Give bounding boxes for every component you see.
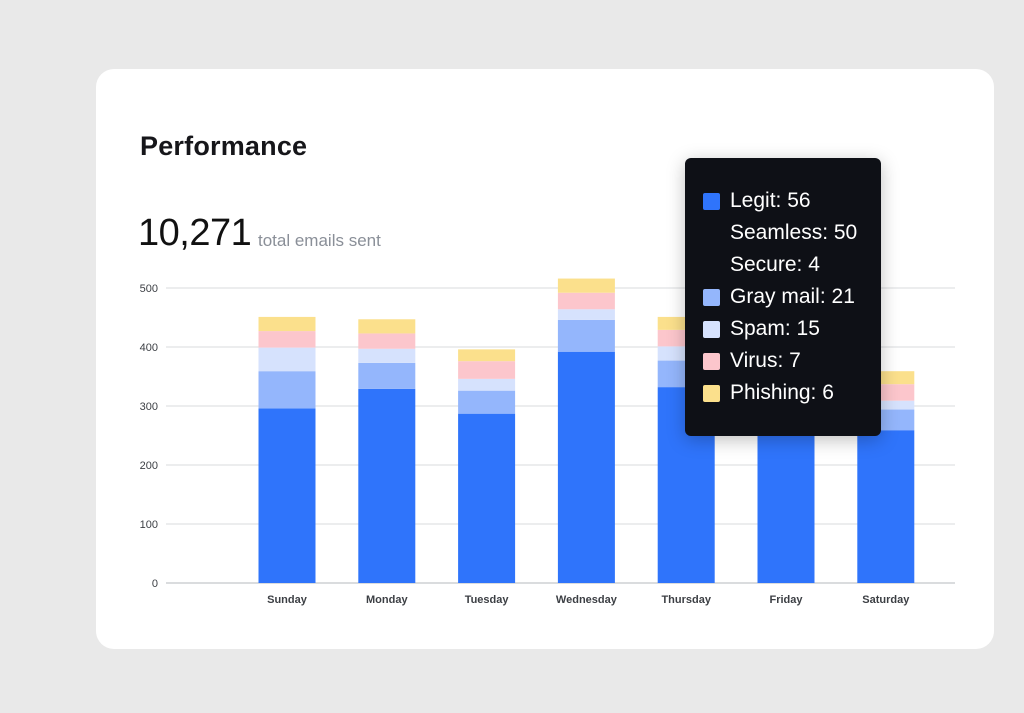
tooltip-row-label: Secure: 4 [730, 253, 820, 276]
tooltip-row-label: Spam: 15 [730, 317, 820, 340]
bar-segment-gray-mail[interactable] [358, 362, 416, 389]
chart-tooltip: Legit: 56 Seamless: 50 Secure: 4 Gray mail:… [685, 158, 881, 436]
total-emails-value: 10,271 [138, 212, 252, 254]
bar-segment-legit[interactable] [458, 413, 516, 583]
x-tick-label: Monday [366, 594, 408, 606]
tooltip-row: Gray mail: 21 [685, 283, 881, 311]
y-tick-label: 400 [140, 342, 158, 354]
tooltip-row-label: Phishing: 6 [730, 381, 834, 404]
x-tick-label: Sunday [267, 594, 308, 606]
y-tick-label: 200 [140, 460, 158, 472]
bar-segment-legit[interactable] [857, 430, 915, 583]
y-tick-label: 300 [140, 401, 158, 413]
bar-segment-virus[interactable] [258, 331, 316, 348]
total-emails-label: total emails sent [258, 231, 381, 250]
bar-segment-phishing[interactable] [557, 278, 615, 293]
bar-segment-phishing[interactable] [458, 349, 516, 362]
legend-swatch [703, 289, 720, 306]
tooltip-row-label: Seamless: 50 [730, 221, 858, 244]
x-tick-label: Wednesday [556, 594, 618, 606]
bar-segment-legit[interactable] [557, 351, 615, 583]
bar-segment-phishing[interactable] [358, 319, 416, 334]
tooltip-row: Phishing: 6 [685, 379, 881, 407]
y-tick-label: 0 [152, 578, 158, 590]
bar-segment-virus[interactable] [557, 292, 615, 310]
y-tick-label: 500 [140, 283, 158, 295]
tooltip-row: Secure: 4 [685, 251, 881, 279]
bar-segment-gray-mail[interactable] [458, 390, 516, 414]
page-title: Performance [140, 131, 308, 161]
tooltip-row-label: Legit: 56 [730, 189, 811, 212]
bar-segment-gray-mail[interactable] [258, 371, 316, 409]
tooltip-row-label: Gray mail: 21 [730, 285, 855, 308]
tooltip-row: Virus: 7 [685, 347, 881, 375]
x-tick-label: Friday [769, 594, 803, 606]
legend-swatch [703, 321, 720, 338]
x-tick-label: Thursday [661, 594, 711, 606]
y-tick-label: 100 [140, 519, 158, 531]
legend-swatch [703, 193, 720, 210]
bar-segment-spam[interactable] [258, 347, 316, 372]
bar-segment-spam[interactable] [458, 378, 516, 391]
x-tick-label: Saturday [862, 594, 910, 606]
tooltip-row: Legit: 56 [685, 187, 881, 215]
tooltip-row: Seamless: 50 [685, 219, 881, 247]
bar-segment-gray-mail[interactable] [557, 319, 615, 352]
bar-segment-virus[interactable] [458, 361, 516, 379]
bar-segment-spam[interactable] [857, 400, 915, 410]
legend-swatch [703, 385, 720, 402]
tooltip-row-label: Virus: 7 [730, 349, 801, 372]
bar-segment-phishing[interactable] [258, 316, 316, 332]
bar-segment-spam[interactable] [358, 348, 416, 363]
legend-swatch [703, 353, 720, 370]
bar-segment-legit[interactable] [358, 388, 416, 583]
bar-segment-spam[interactable] [557, 309, 615, 320]
bar-segment-virus[interactable] [358, 333, 416, 349]
bar-segment-legit[interactable] [258, 408, 316, 583]
x-tick-label: Tuesday [465, 594, 510, 606]
tooltip-row: Spam: 15 [685, 315, 881, 343]
